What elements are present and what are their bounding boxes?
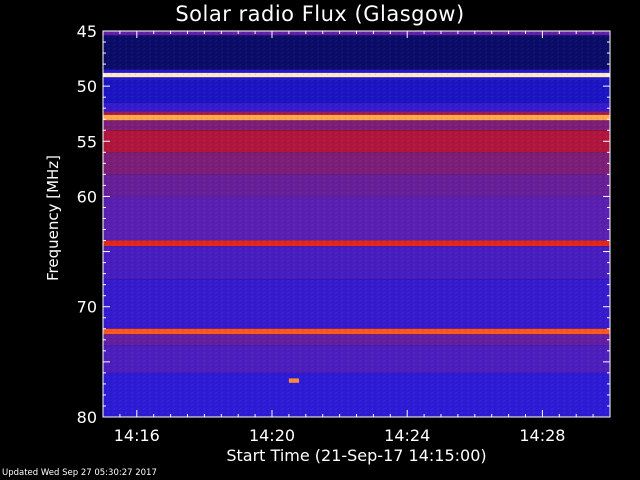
x-tick-label: 14:20 <box>249 426 295 445</box>
chart-title: Solar radio Flux (Glasgow) <box>175 2 465 26</box>
y-tick-label: 80 <box>77 408 97 427</box>
x-axis: 14:16 14:20 14:24 14:28 <box>102 31 611 445</box>
y-axis-label: Frequency [MHz] <box>44 155 62 281</box>
x-tick-label: 14:16 <box>114 426 160 445</box>
y-tick-label: 60 <box>77 187 97 206</box>
y-tick-label: 50 <box>77 77 97 96</box>
y-axis: 45 50 55 60 70 80 <box>77 22 610 427</box>
x-axis-label: Start Time (21-Sep-17 14:15:00) <box>226 446 486 465</box>
y-tick-label: 70 <box>77 298 97 317</box>
y-tick-label: 45 <box>77 22 97 41</box>
radio-burst <box>288 378 300 383</box>
spectrogram-texture <box>103 31 610 417</box>
y-tick-label: 55 <box>77 132 97 151</box>
update-timestamp: Updated Wed Sep 27 05:30:27 2017 <box>2 468 157 478</box>
x-tick-label: 14:24 <box>384 426 430 445</box>
x-tick-label: 14:28 <box>519 426 565 445</box>
burst-layer <box>288 378 300 383</box>
